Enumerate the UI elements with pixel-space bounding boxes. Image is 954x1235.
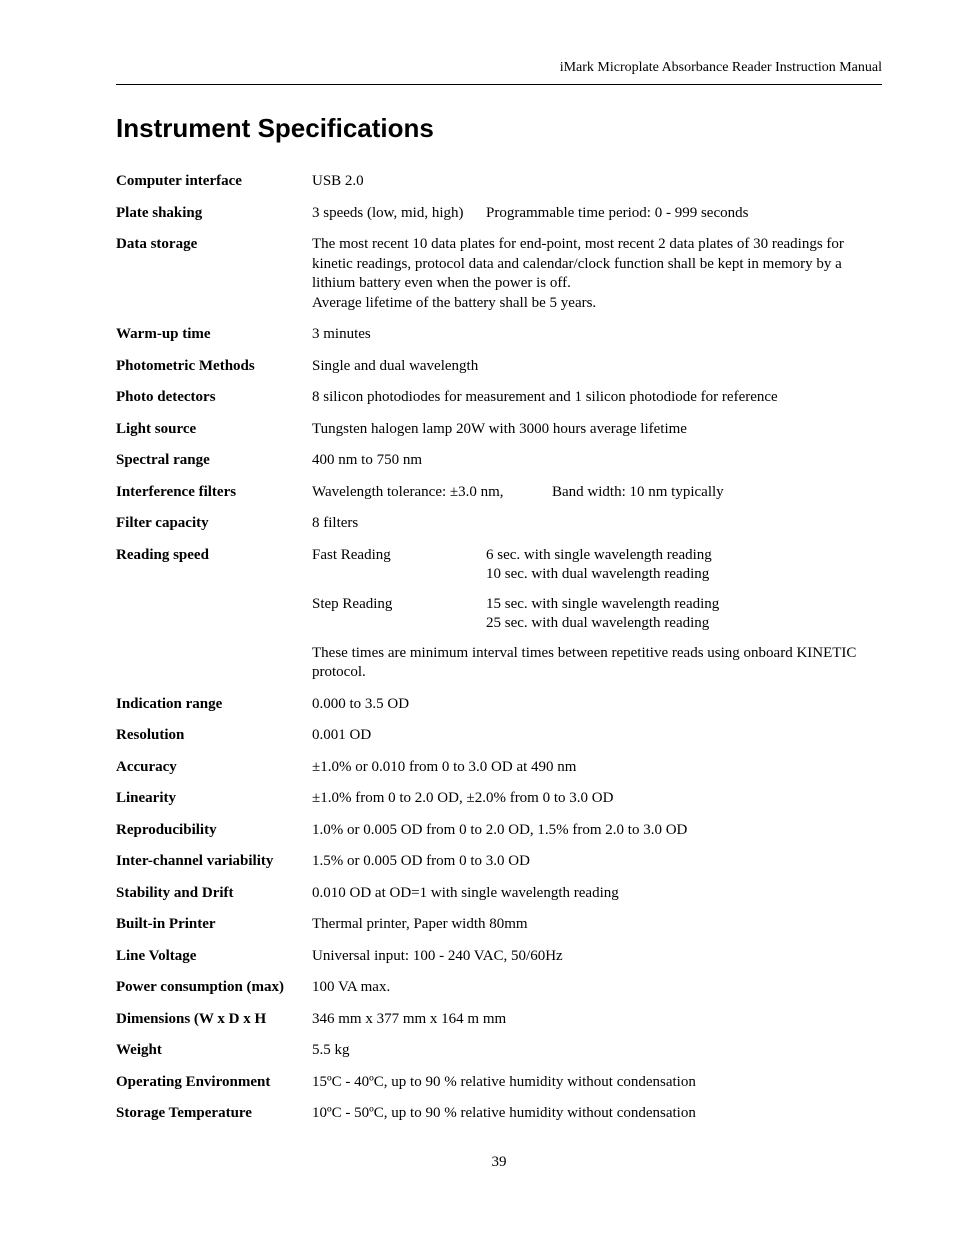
spec-label: Photo detectors xyxy=(116,388,312,408)
spec-row: Plate shaking3 speeds (low, mid, high)Pr… xyxy=(116,204,882,224)
spec-label: Inter-channel variability xyxy=(116,852,312,872)
spec-row: Storage Temperature10ºC - 50ºC, up to 90… xyxy=(116,1104,882,1124)
spec-value: 8 silicon photodiodes for measurement an… xyxy=(312,388,882,408)
spec-value: 400 nm to 750 nm xyxy=(312,451,882,471)
spec-value: 1.5% or 0.005 OD from 0 to 3.0 OD xyxy=(312,852,882,872)
spec-label: Interference filters xyxy=(116,483,312,503)
spec-value: 3 minutes xyxy=(312,325,882,345)
spec-value: 15ºC - 40ºC, up to 90 % relative humidit… xyxy=(312,1073,882,1093)
spec-row: Spectral range400 nm to 750 nm xyxy=(116,451,882,471)
spec-col: Band width: 10 nm typically xyxy=(552,483,724,503)
spec-value: 5.5 kg xyxy=(312,1041,882,1061)
spec-row: Photometric MethodsSingle and dual wavel… xyxy=(116,357,882,377)
spec-row: Line VoltageUniversal input: 100 - 240 V… xyxy=(116,947,882,967)
header-rule xyxy=(116,84,882,85)
spec-row: Data storageThe most recent 10 data plat… xyxy=(116,235,882,313)
page-number: 39 xyxy=(116,1154,882,1171)
spec-value: 8 filters xyxy=(312,514,882,534)
spec-row: Filter capacity8 filters xyxy=(116,514,882,534)
spec-label: Accuracy xyxy=(116,758,312,778)
spec-row: Light sourceTungsten halogen lamp 20W wi… xyxy=(116,420,882,440)
header-text: iMark Microplate Absorbance Reader Instr… xyxy=(116,60,882,76)
spec-label: Warm-up time xyxy=(116,325,312,345)
spec-value: Wavelength tolerance: ±3.0 nm,Band width… xyxy=(312,483,882,503)
spec-row: Interference filtersWavelength tolerance… xyxy=(116,483,882,503)
spec-row: Accuracy±1.0% or 0.010 from 0 to 3.0 OD … xyxy=(116,758,882,778)
spec-label: Reading speed xyxy=(116,546,312,566)
spec-label: Line Voltage xyxy=(116,947,312,967)
spec-label: Power consumption (max) xyxy=(116,978,312,998)
spec-label: Built-in Printer xyxy=(116,915,312,935)
spec-row: Computer interfaceUSB 2.0 xyxy=(116,172,882,192)
spec-row: Reproducibility1.0% or 0.005 OD from 0 t… xyxy=(116,821,882,841)
spec-row: Photo detectors8 silicon photodiodes for… xyxy=(116,388,882,408)
spec-col: 15 sec. with single wavelength reading 2… xyxy=(486,595,882,634)
spec-value: Thermal printer, Paper width 80mm xyxy=(312,915,882,935)
spec-value: Universal input: 100 - 240 VAC, 50/60Hz xyxy=(312,947,882,967)
spec-col: Step Reading xyxy=(312,595,486,634)
spec-label: Plate shaking xyxy=(116,204,312,224)
spec-value: ±1.0% from 0 to 2.0 OD, ±2.0% from 0 to … xyxy=(312,789,882,809)
spec-value: ±1.0% or 0.010 from 0 to 3.0 OD at 490 n… xyxy=(312,758,882,778)
spec-label: Dimensions (W x D x H xyxy=(116,1010,312,1030)
spec-label: Data storage xyxy=(116,235,312,255)
spec-value: Single and dual wavelength xyxy=(312,357,882,377)
spec-value: Fast Reading6 sec. with single wavelengt… xyxy=(312,546,882,683)
spec-row: Power consumption (max)100 VA max. xyxy=(116,978,882,998)
spec-label: Storage Temperature xyxy=(116,1104,312,1124)
spec-col: Fast Reading xyxy=(312,546,486,585)
spec-row: Reading speed Fast Reading6 sec. with si… xyxy=(116,546,882,683)
spec-row: Inter-channel variability1.5% or 0.005 O… xyxy=(116,852,882,872)
spec-row: Weight5.5 kg xyxy=(116,1041,882,1061)
spec-label: Weight xyxy=(116,1041,312,1061)
spec-value: 100 VA max. xyxy=(312,978,882,998)
spec-value: The most recent 10 data plates for end-p… xyxy=(312,235,882,313)
spec-col: Programmable time period: 0 - 999 second… xyxy=(486,204,882,224)
document-page: iMark Microplate Absorbance Reader Instr… xyxy=(0,0,954,1211)
spec-label: Stability and Drift xyxy=(116,884,312,904)
spec-row: Stability and Drift0.010 OD at OD=1 with… xyxy=(116,884,882,904)
spec-label: Light source xyxy=(116,420,312,440)
spec-label: Photometric Methods xyxy=(116,357,312,377)
spec-value: Tungsten halogen lamp 20W with 3000 hour… xyxy=(312,420,882,440)
spec-row: Linearity±1.0% from 0 to 2.0 OD, ±2.0% f… xyxy=(116,789,882,809)
spec-value: 0.010 OD at OD=1 with single wavelength … xyxy=(312,884,882,904)
spec-row: Indication range0.000 to 3.5 OD xyxy=(116,695,882,715)
spec-col: 3 speeds (low, mid, high) xyxy=(312,204,486,224)
spec-label: Operating Environment xyxy=(116,1073,312,1093)
spec-value: 10ºC - 50ºC, up to 90 % relative humidit… xyxy=(312,1104,882,1124)
spec-label: Filter capacity xyxy=(116,514,312,534)
spec-label: Indication range xyxy=(116,695,312,715)
spec-row: Resolution0.001 OD xyxy=(116,726,882,746)
spec-row: Warm-up time3 minutes xyxy=(116,325,882,345)
spec-note: These times are minimum interval times b… xyxy=(312,644,882,683)
spec-value: 1.0% or 0.005 OD from 0 to 2.0 OD, 1.5% … xyxy=(312,821,882,841)
spec-value: 346 mm x 377 mm x 164 m mm xyxy=(312,1010,882,1030)
spec-value: 0.001 OD xyxy=(312,726,882,746)
spec-label: Linearity xyxy=(116,789,312,809)
spec-subrow: Fast Reading6 sec. with single wavelengt… xyxy=(312,546,882,585)
spec-value: 0.000 to 3.5 OD xyxy=(312,695,882,715)
spec-subrow: Step Reading15 sec. with single waveleng… xyxy=(312,595,882,634)
spec-label: Resolution xyxy=(116,726,312,746)
spec-row: Built-in PrinterThermal printer, Paper w… xyxy=(116,915,882,935)
spec-label: Spectral range xyxy=(116,451,312,471)
spec-label: Computer interface xyxy=(116,172,312,192)
spec-value: 3 speeds (low, mid, high)Programmable ti… xyxy=(312,204,882,224)
spec-value: USB 2.0 xyxy=(312,172,882,192)
spec-col: Wavelength tolerance: ±3.0 nm, xyxy=(312,483,552,503)
page-title: Instrument Specifications xyxy=(116,113,882,144)
spec-row: Operating Environment15ºC - 40ºC, up to … xyxy=(116,1073,882,1093)
spec-col: 6 sec. with single wavelength reading 10… xyxy=(486,546,882,585)
spec-label: Reproducibility xyxy=(116,821,312,841)
spec-row: Dimensions (W x D x H346 mm x 377 mm x 1… xyxy=(116,1010,882,1030)
